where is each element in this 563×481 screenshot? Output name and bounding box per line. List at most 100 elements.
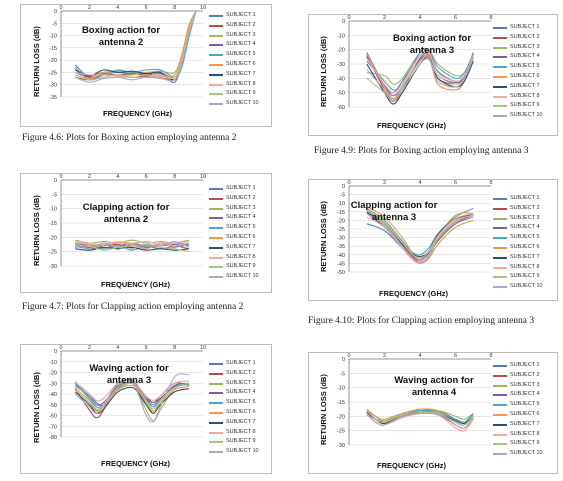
legend-label: SUBJECT 1: [226, 185, 256, 191]
y-tick-label: -40: [337, 253, 345, 259]
x-tick-label: 8: [173, 345, 176, 351]
series-line: [75, 10, 197, 81]
legend-swatch: [209, 217, 223, 220]
plot-svg-boxing-antenna-3: 0 -10 -20 -30 -40 -50 -60 0 2 4 6 8: [337, 15, 492, 111]
x-axis-label: FREQUENCY (GHz): [379, 289, 449, 298]
legend-item: SUBJECT 2: [209, 369, 279, 379]
legend-label: SUBJECT 9: [510, 440, 540, 447]
x-tick-label: 0: [59, 174, 62, 180]
legend-swatch: [493, 423, 507, 426]
legend-label: SUBJECT 4: [226, 41, 256, 48]
legend-label: SUBJECT 4: [226, 214, 256, 221]
y-tick-label: -30: [49, 264, 57, 270]
y-tick-label: -5: [340, 371, 345, 377]
chart-panel-clapping-antenna-3: 0 -5 -10 -15 -20 -25 -30 -35 -40 -45 -50 0 2 4 6 8 RETU…: [308, 179, 558, 301]
legend-item: SUBJECT 5: [493, 233, 563, 243]
y-tick-label: -15: [49, 221, 57, 227]
legend-swatch: [493, 56, 507, 59]
y-axis-label: RETURN LOSS (dB): [319, 36, 328, 107]
legend-label: SUBJECT 5: [226, 399, 256, 406]
legend-swatch: [209, 441, 223, 444]
legend-swatch: [493, 105, 507, 108]
chart-title: Clapping action for antenna 3: [350, 200, 438, 223]
x-tick-label: 8: [489, 180, 492, 186]
y-tick-label: -50: [337, 91, 345, 97]
y-tick-label: -5: [52, 192, 57, 198]
legend-item: SUBJECT 5: [209, 223, 279, 233]
x-tick-label: 8: [173, 5, 176, 11]
legend-item: SUBJECT 2: [209, 194, 279, 204]
legend-swatch: [493, 374, 507, 377]
legend-label: SUBJECT 3: [510, 43, 540, 50]
legend-swatch: [209, 24, 223, 27]
y-tick-label: -50: [337, 270, 345, 276]
legend-label: SUBJECT 5: [510, 401, 540, 408]
legend-swatch: [209, 372, 223, 375]
x-tick-label: 6: [145, 174, 148, 180]
legend-label: SUBJECT 10: [510, 112, 543, 119]
x-tick-label: 8: [489, 353, 492, 359]
series-line: [366, 53, 474, 99]
legend-swatch: [209, 63, 223, 66]
legend-swatch: [493, 36, 507, 39]
legend-label: SUBJECT 6: [510, 410, 540, 417]
legend-item: SUBJECT 1: [209, 359, 279, 369]
y-tick-label: -60: [337, 105, 345, 111]
chart-panel-boxing-antenna-3: 0 -10 -20 -30 -40 -50 -60 0 2 4 6 8 RETURN LOSS (dB…: [308, 14, 558, 136]
legend-swatch: [493, 115, 507, 118]
figure-caption: Figure 4.10: Plots for Clapping action e…: [308, 316, 535, 326]
legend-swatch: [209, 363, 223, 365]
legend-item: SUBJECT 3: [209, 31, 279, 41]
series-line: [75, 246, 189, 251]
chart-panel-waving-antenna-3: 0 -10 -20 -30 -40 -50 -60 -70 -80 0 2 4 6 8 10 RETURN …: [20, 344, 272, 474]
y-tick-label: 0: [342, 357, 345, 363]
chart-title: Waving action for antenna 3: [89, 363, 169, 386]
y-axis-label: RETURN LOSS (dB): [32, 195, 41, 266]
y-tick-label: -25: [49, 250, 57, 256]
legend-label: SUBJECT 9: [510, 273, 540, 280]
x-tick-label: 0: [59, 5, 62, 11]
chart-title: Waving action for antenna 4: [394, 375, 474, 398]
y-tick-label: -30: [337, 236, 345, 242]
y-tick-label: -5: [52, 21, 57, 27]
y-tick-label: -10: [337, 201, 345, 207]
legend-item: SUBJECT 10: [209, 447, 279, 457]
legend-item: SUBJECT 4: [209, 213, 279, 223]
legend-swatch: [209, 451, 223, 454]
y-tick-label: -30: [337, 443, 345, 449]
legend-swatch: [493, 66, 507, 69]
legend-label: SUBJECT 6: [510, 72, 540, 79]
series-line: [366, 48, 474, 91]
legend-label: SUBJECT 9: [510, 102, 540, 109]
legend-item: SUBJECT 5: [209, 50, 279, 60]
legend-item: SUBJECT 4: [209, 40, 279, 50]
legend-label: SUBJECT 7: [226, 418, 256, 425]
legend: SUBJECT 1 SUBJECT 2 SUBJECT 3 SUBJECT 4 SUBJ…: [493, 361, 563, 459]
legend-item: SUBJECT 9: [493, 272, 563, 282]
legend-label: SUBJECT 8: [226, 428, 256, 435]
x-tick-label: 10: [200, 5, 206, 11]
legend-item: SUBJECT 7: [209, 70, 279, 80]
legend-item: SUBJECT 10: [493, 282, 563, 292]
y-tick-label: -60: [49, 414, 57, 420]
x-tick-label: 2: [383, 353, 386, 359]
x-axis-label: FREQUENCY (GHz): [377, 461, 447, 470]
legend-item: SUBJECT 7: [493, 82, 563, 92]
legend-item: SUBJECT 1: [493, 361, 563, 371]
legend-label: SUBJECT 1: [510, 24, 540, 30]
x-tick-label: 0: [347, 180, 350, 186]
y-tick-label: -25: [337, 227, 345, 233]
series-line: [74, 378, 189, 402]
series-line: [366, 56, 474, 105]
y-tick-label: -40: [49, 392, 57, 398]
y-tick-label: -30: [49, 381, 57, 387]
series-line: [75, 241, 189, 246]
legend-item: SUBJECT 7: [493, 420, 563, 430]
legend-item: SUBJECT 8: [493, 92, 563, 102]
x-tick-label: 2: [88, 174, 91, 180]
series-line: [366, 55, 474, 102]
legend-label: SUBJECT 5: [226, 224, 256, 231]
x-tick-label: 6: [454, 353, 457, 359]
legend-item: SUBJECT 9: [209, 437, 279, 447]
x-tick-label: 6: [454, 15, 457, 21]
